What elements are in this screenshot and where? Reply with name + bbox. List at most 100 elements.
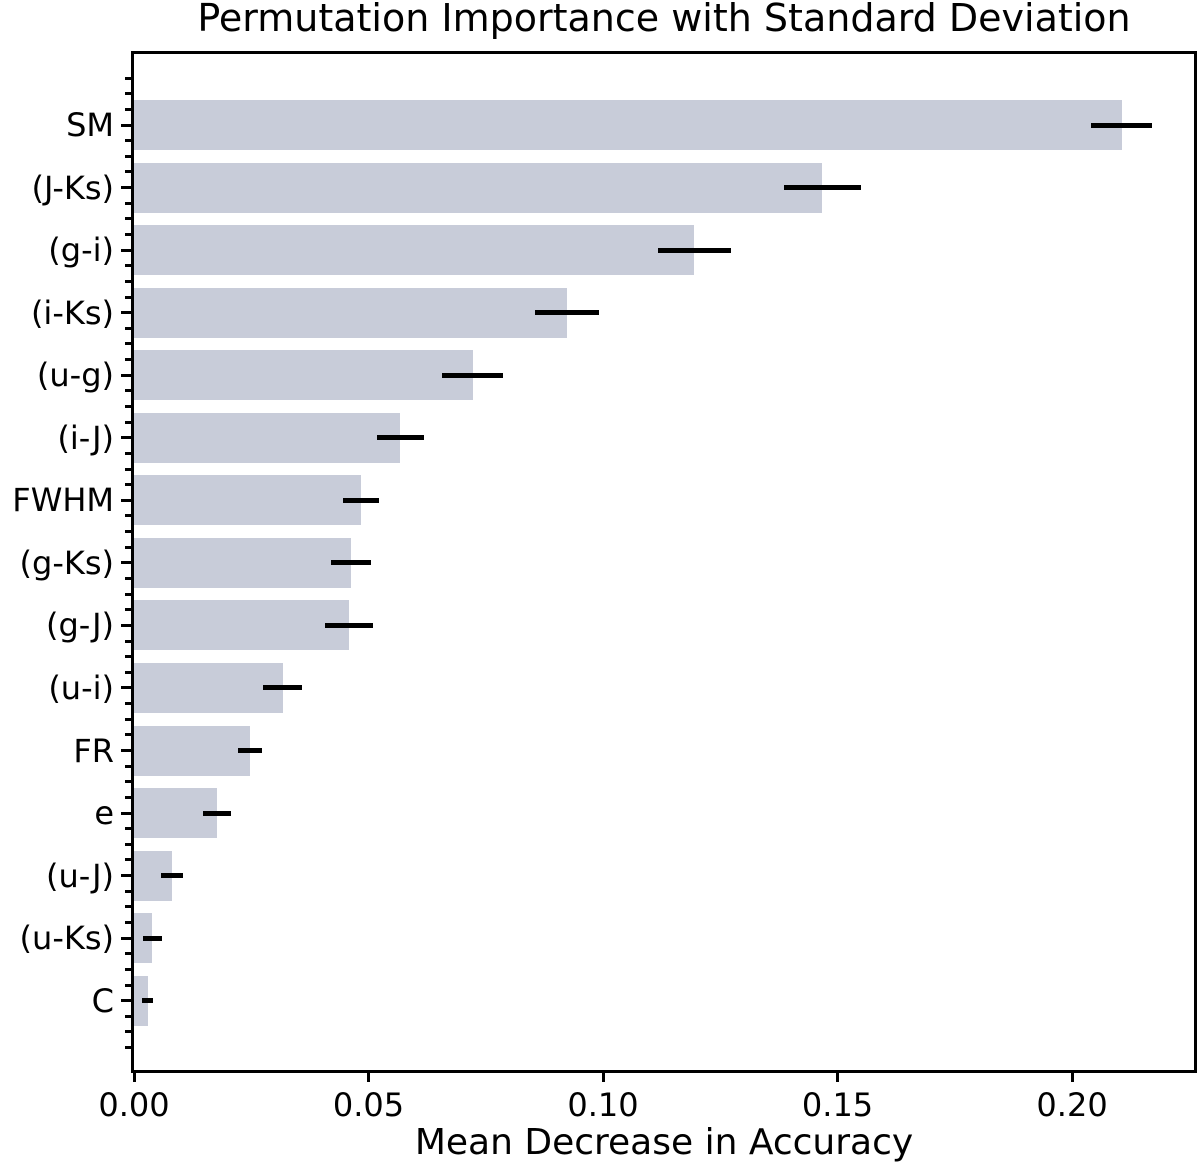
x-tick	[1070, 1070, 1074, 1082]
y-minor-tick	[125, 858, 131, 862]
x-tick	[601, 1070, 605, 1082]
y-minor-tick	[125, 483, 131, 487]
y-minor-tick	[125, 702, 131, 706]
y-minor-tick	[125, 1030, 131, 1034]
y-minor-tick	[125, 608, 131, 612]
y-tick-label: (i-J)	[57, 418, 114, 457]
y-tick-label: FR	[73, 731, 114, 770]
bar-FR	[134, 725, 251, 776]
y-minor-tick	[125, 420, 131, 424]
y-minor-tick	[125, 592, 131, 596]
y-minor-tick	[125, 389, 131, 393]
y-tick	[121, 749, 131, 752]
bar-(g-i)	[134, 225, 695, 276]
y-minor-tick	[125, 1014, 131, 1018]
bar-(u-i)	[134, 662, 283, 713]
y-tick-label: SM	[66, 106, 114, 144]
y-minor-tick	[125, 795, 131, 799]
bar-(i-J)	[134, 412, 401, 463]
y-tick	[121, 186, 131, 190]
bar-FWHM	[134, 475, 361, 526]
y-minor-tick	[125, 780, 131, 784]
y-minor-tick	[125, 530, 131, 534]
y-tick	[121, 311, 131, 315]
y-tick-label: e	[94, 794, 114, 833]
x-tick	[132, 1070, 136, 1082]
y-minor-tick	[125, 733, 131, 737]
bar-(J-Ks)	[134, 162, 823, 213]
y-tick-label: (u-J)	[45, 856, 114, 895]
y-tick	[121, 561, 131, 565]
error-bar-FWHM	[342, 497, 380, 503]
error-bar-(g-i)	[657, 247, 732, 253]
y-minor-tick	[125, 170, 131, 174]
error-bar-(u-Ks)	[142, 935, 162, 941]
y-minor-tick	[125, 670, 131, 674]
y-minor-tick	[125, 295, 131, 299]
y-minor-tick	[125, 404, 131, 408]
error-bar-(u-J)	[161, 873, 183, 879]
y-minor-tick	[125, 842, 131, 846]
y-minor-tick	[125, 76, 131, 80]
y-tick	[121, 811, 131, 815]
x-tick-label: 0.15	[801, 1086, 874, 1124]
y-minor-tick	[125, 154, 131, 158]
y-tick	[121, 936, 131, 940]
y-minor-tick	[125, 451, 131, 455]
y-tick	[121, 248, 131, 252]
y-minor-tick	[125, 1046, 131, 1050]
y-minor-tick	[125, 952, 131, 956]
y-minor-tick	[125, 889, 131, 893]
error-bar-(g-J)	[325, 622, 374, 628]
error-bar-SM	[1091, 122, 1153, 128]
bar-(i-Ks)	[134, 287, 567, 338]
error-bar-(u-g)	[442, 372, 504, 378]
x-tick-label: 0.00	[98, 1086, 170, 1124]
y-minor-tick	[125, 827, 131, 831]
error-bar-(J-Ks)	[783, 185, 861, 191]
error-bar-(g-Ks)	[331, 560, 371, 566]
y-minor-tick	[125, 514, 131, 518]
y-tick-label: C	[91, 981, 114, 1020]
chart-title: Permutation Importance with Standard Dev…	[197, 0, 1131, 40]
y-minor-tick	[125, 576, 131, 580]
y-minor-tick	[125, 467, 131, 471]
y-minor-tick	[125, 983, 131, 987]
error-bar-(u-i)	[263, 685, 302, 691]
y-minor-tick	[125, 764, 131, 768]
error-bar-(i-J)	[376, 435, 424, 441]
y-minor-tick	[125, 326, 131, 330]
y-minor-tick	[125, 279, 131, 283]
y-minor-tick	[125, 92, 131, 96]
y-minor-tick	[125, 655, 131, 659]
y-tick	[121, 123, 131, 127]
y-tick-label: (u-i)	[48, 668, 114, 707]
y-minor-tick	[125, 967, 131, 971]
error-bar-e	[202, 810, 232, 816]
y-tick-label: FWHM	[12, 481, 114, 520]
y-tick	[121, 999, 131, 1003]
y-tick-label: (i-Ks)	[30, 293, 114, 332]
error-bar-C	[141, 998, 154, 1004]
y-minor-tick	[125, 107, 131, 111]
y-minor-tick	[125, 717, 131, 721]
bar-(u-g)	[134, 350, 473, 401]
bar-(g-J)	[134, 600, 350, 651]
y-minor-tick	[125, 545, 131, 549]
x-tick-label: 0.20	[1036, 1086, 1108, 1124]
y-tick	[121, 623, 131, 627]
y-tick-label: (u-Ks)	[19, 919, 114, 958]
y-minor-tick	[125, 201, 131, 205]
x-tick	[367, 1070, 370, 1082]
x-tick-label: 0.05	[332, 1086, 405, 1124]
x-tick	[836, 1070, 840, 1082]
y-minor-tick	[125, 905, 131, 909]
y-tick	[121, 686, 131, 690]
x-tick-label: 0.10	[567, 1086, 639, 1124]
error-bar-(i-Ks)	[535, 310, 599, 316]
y-tick-label: (g-J)	[45, 606, 114, 645]
y-tick	[121, 498, 131, 502]
y-minor-tick	[125, 358, 131, 362]
y-minor-tick	[125, 921, 131, 924]
